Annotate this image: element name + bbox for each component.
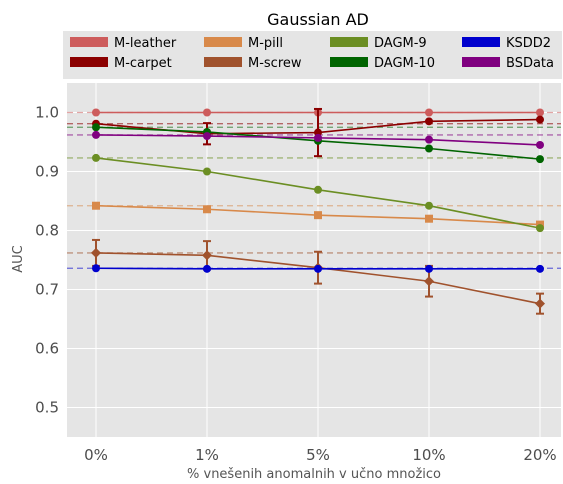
x-tick-label: 10%: [412, 446, 445, 464]
data-point: [536, 224, 544, 233]
y-axis-label: AUC: [11, 245, 26, 273]
data-point: [203, 205, 211, 214]
data-point: [535, 298, 545, 309]
data-point: [314, 185, 322, 194]
data-point: [425, 108, 433, 117]
data-point: [92, 264, 100, 273]
legend-swatch: [70, 37, 108, 47]
data-point: [425, 201, 433, 210]
data-point: [92, 201, 100, 210]
y-tick-label: 0.7: [35, 281, 59, 299]
data-point: [314, 264, 322, 273]
y-tick-label: 0.6: [35, 340, 59, 358]
data-point: [425, 135, 433, 144]
y-tick-label: 0.5: [35, 399, 59, 417]
legend-swatch: [70, 57, 108, 67]
legend-label: BSData: [506, 56, 554, 71]
y-tick-label: 0.8: [35, 222, 59, 240]
legend-swatch: [330, 57, 368, 67]
x-tick-label: 5%: [306, 446, 330, 464]
legend-label: M-pill: [248, 36, 283, 51]
legend-swatch: [330, 37, 368, 47]
x-ticks: 0% 1% 5% 10% 20%: [84, 446, 557, 464]
data-point: [536, 264, 544, 273]
legend-label: KSDD2: [506, 36, 551, 51]
data-point: [424, 276, 434, 287]
data-point: [92, 123, 100, 132]
x-tick-label: 20%: [523, 446, 556, 464]
x-tick-label: 1%: [195, 446, 219, 464]
data-point: [203, 108, 211, 117]
data-point: [536, 155, 544, 164]
legend-swatch: [204, 37, 242, 47]
data-point: [314, 133, 322, 142]
data-point: [536, 115, 544, 124]
data-point: [536, 140, 544, 149]
legend: M-leather M-carpet M-pill M-screw DAGM-9 DAGM…: [63, 31, 562, 79]
x-axis-label: % vnešenih anomalnih v učno množico: [187, 467, 441, 482]
data-point: [425, 117, 433, 126]
data-point: [202, 250, 212, 261]
legend-label: M-leather: [114, 36, 177, 51]
data-point: [203, 264, 211, 273]
data-point: [92, 153, 100, 162]
data-point: [203, 167, 211, 176]
legend-swatch: [204, 57, 242, 67]
y-tick-label: 0.9: [35, 163, 59, 181]
data-point: [425, 264, 433, 273]
legend-label: M-screw: [248, 56, 302, 71]
data-point: [425, 144, 433, 153]
data-point: [92, 108, 100, 117]
chart-title: Gaussian AD: [267, 10, 369, 29]
legend-label: DAGM-10: [374, 56, 435, 71]
data-point: [203, 132, 211, 141]
data-point: [314, 211, 322, 220]
y-tick-label: 1.0: [35, 104, 59, 122]
data-point: [425, 214, 433, 223]
legend-swatch: [462, 37, 500, 47]
series-layer: [91, 107, 545, 315]
data-point: [91, 247, 101, 258]
legend-label: M-carpet: [114, 56, 172, 71]
x-tick-label: 0%: [84, 446, 108, 464]
y-ticks: 0.5 0.6 0.7 0.8 0.9 1.0: [35, 104, 59, 417]
legend-label: DAGM-9: [374, 36, 427, 51]
legend-swatch: [462, 57, 500, 67]
data-point: [536, 108, 544, 117]
data-point: [92, 130, 100, 139]
